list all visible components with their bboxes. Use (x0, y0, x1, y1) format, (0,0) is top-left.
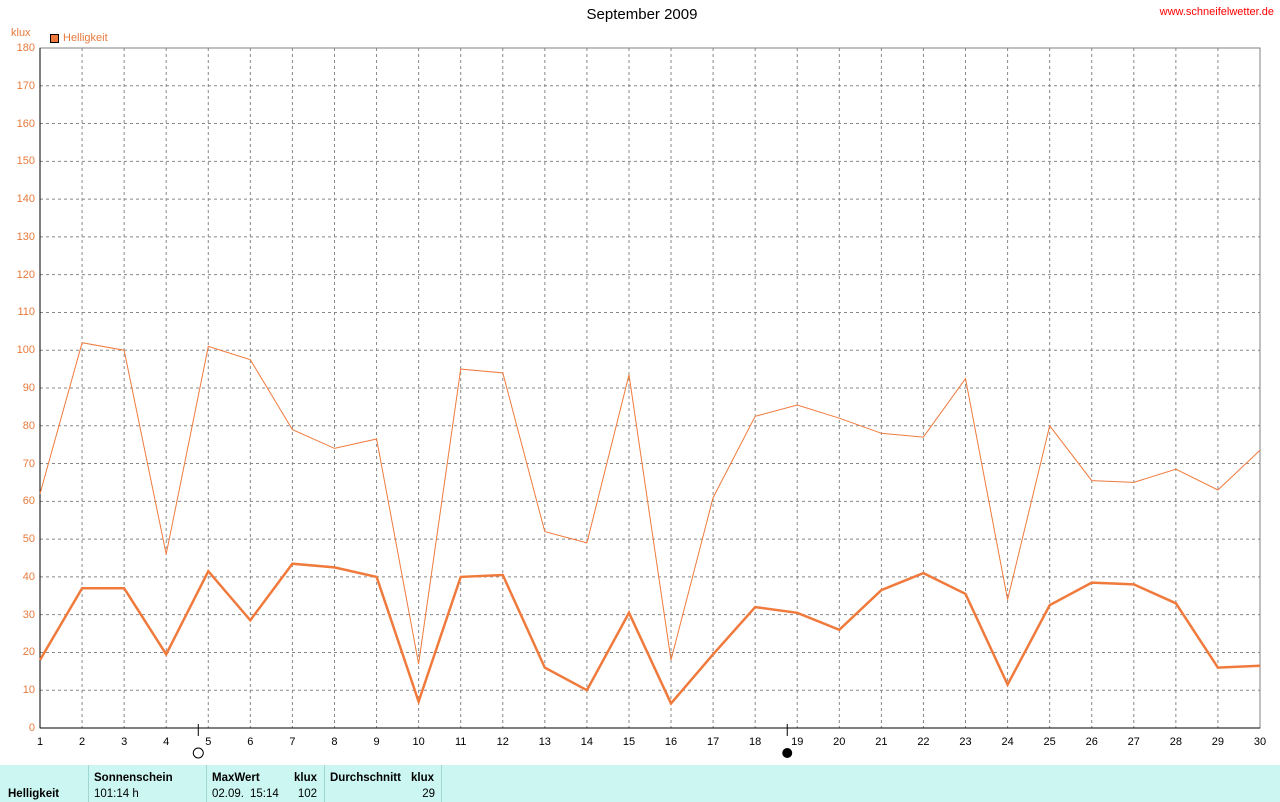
x-tick-label: 17 (706, 736, 720, 748)
y-tick-label: 10 (22, 684, 35, 697)
chart-plot (38, 47, 1261, 759)
x-tick-label: 15 (622, 736, 636, 748)
stats-divider (324, 765, 325, 802)
y-tick-label: 130 (16, 230, 35, 243)
max-header: MaxWert (212, 772, 260, 784)
y-tick-label: 140 (16, 193, 35, 206)
legend: Helligkeit (50, 32, 108, 44)
sun-header: Sonnenschein (94, 772, 173, 784)
stats-divider (88, 765, 89, 802)
legend-label: Helligkeit (63, 32, 108, 44)
x-tick-label: 2 (79, 736, 86, 748)
x-tick-label: 30 (1253, 736, 1267, 748)
stats-divider (441, 765, 442, 802)
stats-divider (206, 765, 207, 802)
avg-header: Durchschnitt (330, 772, 401, 784)
x-tick-label: 11 (454, 736, 467, 748)
series-line-2 (38, 562, 1261, 706)
y-tick-label: 60 (22, 495, 35, 508)
y-axis-unit: klux (11, 27, 31, 39)
avg-unit: klux (411, 772, 435, 784)
y-tick-label: 120 (16, 268, 35, 281)
y-tick-label: 100 (16, 344, 35, 357)
source-link[interactable]: www.schneifelwetter.de (1159, 6, 1274, 18)
y-tick-label: 70 (22, 457, 35, 470)
y-tick-label: 30 (22, 608, 35, 621)
x-tick-label: 29 (1211, 736, 1225, 748)
y-tick-label: 180 (16, 42, 35, 54)
stats-row-label: Helligkeit (8, 788, 60, 800)
x-tick-label: 26 (1085, 736, 1098, 748)
y-tick-label: 0 (28, 722, 35, 734)
x-tick-label: 22 (917, 736, 930, 748)
x-tick-label: 13 (538, 736, 551, 748)
x-tick-label: 23 (959, 736, 972, 748)
x-tick-label: 28 (1169, 736, 1182, 748)
x-tick-label: 6 (247, 736, 254, 748)
y-tick-label: 160 (16, 117, 35, 130)
avg-value: 29 (422, 788, 435, 800)
x-tick-label: 21 (875, 736, 888, 748)
full-moon-icon (192, 747, 204, 759)
x-tick-label: 3 (121, 736, 128, 748)
x-tick-label: 16 (664, 736, 678, 748)
new-moon-icon (782, 748, 793, 758)
y-tick-label: 150 (16, 155, 35, 168)
x-tick-label: 24 (1001, 736, 1014, 748)
max-value: 102 (297, 788, 317, 800)
y-tick-label: 170 (16, 79, 35, 92)
y-tick-label: 40 (22, 570, 35, 583)
x-tick-label: 1 (36, 736, 44, 748)
x-tick-label: 7 (289, 736, 296, 748)
y-tick-label: 80 (22, 419, 35, 432)
x-tick-label: 4 (163, 736, 170, 748)
chart-title: September 2009 (586, 6, 698, 23)
series-line-1 (39, 342, 1261, 664)
x-tick-label: 27 (1127, 736, 1140, 748)
y-tick-label: 110 (17, 306, 35, 319)
x-tick-label: 8 (331, 736, 338, 748)
sun-value: 101:14 h (94, 788, 139, 800)
legend-swatch (50, 33, 59, 43)
max-date: 02.09. (212, 788, 244, 800)
x-tick-label: 19 (791, 736, 804, 748)
x-tick-label: 18 (749, 736, 762, 748)
x-tick-label: 25 (1043, 736, 1056, 748)
y-tick-label: 90 (22, 382, 35, 394)
stats-bar: Helligkeit Sonnenschein 101:14 h MaxWert… (0, 765, 1280, 802)
y-tick-label: 50 (22, 533, 35, 546)
x-tick-label: 14 (580, 736, 594, 748)
y-tick-label: 20 (22, 646, 35, 659)
x-tick-label: 10 (412, 736, 425, 748)
max-unit: klux (294, 772, 318, 784)
x-tick-label: 9 (373, 736, 380, 748)
x-tick-label: 5 (205, 736, 212, 748)
x-tick-label: 20 (833, 736, 846, 748)
max-time: 15:14 (250, 788, 279, 800)
x-tick-label: 12 (496, 736, 509, 748)
